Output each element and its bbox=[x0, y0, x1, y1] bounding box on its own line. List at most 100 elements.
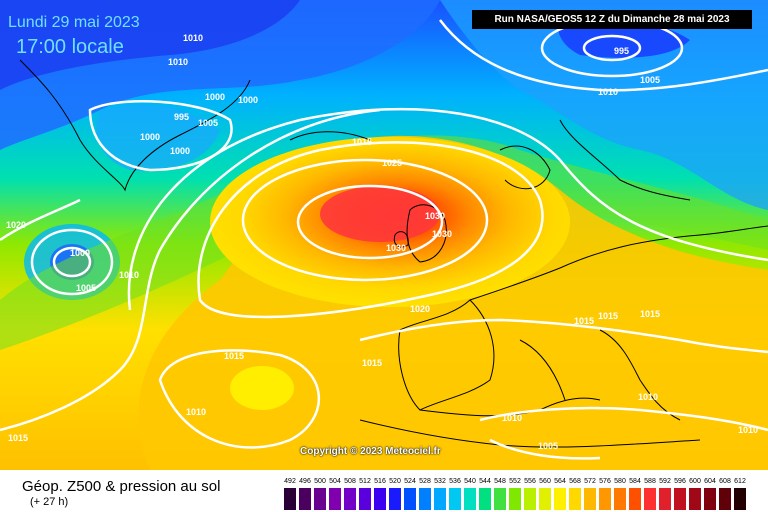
model-run-label: Run NASA/GEOS5 12 Z du Dimanche 28 mai 2… bbox=[472, 10, 752, 29]
scale-label: 532 bbox=[434, 478, 446, 485]
isobar-label: 1020 bbox=[410, 304, 430, 314]
scale-swatch bbox=[569, 488, 581, 510]
isobar-label: 1015 bbox=[640, 309, 660, 319]
scale-swatch bbox=[449, 488, 461, 510]
scale-label: 600 bbox=[689, 478, 701, 485]
scale-label: 548 bbox=[494, 478, 506, 485]
scale-swatch bbox=[299, 488, 311, 510]
cold-core-north bbox=[0, 0, 300, 90]
isobar-label: 1010 bbox=[638, 392, 658, 402]
scale-swatch bbox=[599, 488, 611, 510]
scale-swatch bbox=[659, 488, 671, 510]
scale-label: 500 bbox=[314, 478, 326, 485]
isobar-label: 1010 bbox=[119, 270, 139, 280]
scale-swatch bbox=[704, 488, 716, 510]
isobar-label: 1005 bbox=[76, 283, 96, 293]
isobar-label: 1030 bbox=[432, 229, 452, 239]
scale-swatch bbox=[539, 488, 551, 510]
isobar-label: 1000 bbox=[70, 248, 90, 258]
scale-label: 568 bbox=[569, 478, 581, 485]
scale-label: 572 bbox=[584, 478, 596, 485]
isobar-label: 1025 bbox=[382, 158, 402, 168]
scale-label: 592 bbox=[659, 478, 671, 485]
isobar-label: 1030 bbox=[386, 243, 406, 253]
isobar-label: 1015 bbox=[598, 311, 618, 321]
isobar-label: 1015 bbox=[224, 351, 244, 361]
isobar-label: 1005 bbox=[198, 118, 218, 128]
isobar-label: 1010 bbox=[738, 425, 758, 435]
isobar-label: 1015 bbox=[362, 358, 382, 368]
scale-swatch bbox=[689, 488, 701, 510]
scale-swatch bbox=[389, 488, 401, 510]
isobar-label: 1015 bbox=[8, 433, 28, 443]
legend-title: Géop. Z500 & pression au sol bbox=[22, 478, 221, 495]
scale-swatch bbox=[584, 488, 596, 510]
scale-swatch bbox=[719, 488, 731, 510]
scale-label: 516 bbox=[374, 478, 386, 485]
isobar-label: 1010 bbox=[183, 33, 203, 43]
cold-region-scandinavia bbox=[440, 0, 768, 210]
scale-label: 612 bbox=[734, 478, 746, 485]
scale-swatch bbox=[464, 488, 476, 510]
scale-swatch bbox=[404, 488, 416, 510]
isobar-label: 1030 bbox=[425, 211, 445, 221]
isobar-label: 1000 bbox=[238, 95, 258, 105]
scale-label: 496 bbox=[299, 478, 311, 485]
scale-swatch bbox=[734, 488, 746, 510]
scale-swatch bbox=[494, 488, 506, 510]
scale-swatch bbox=[644, 488, 656, 510]
scale-label: 560 bbox=[539, 478, 551, 485]
scale-label: 588 bbox=[644, 478, 656, 485]
isobar-lines bbox=[0, 18, 768, 460]
legend-panel: Géop. Z500 & pression au sol (+ 27 h) 49… bbox=[0, 470, 768, 512]
scale-label: 492 bbox=[284, 478, 296, 485]
scale-label: 576 bbox=[599, 478, 611, 485]
scale-label: 564 bbox=[554, 478, 566, 485]
isobar-label: 1005 bbox=[640, 75, 660, 85]
scale-swatch bbox=[434, 488, 446, 510]
scale-label: 536 bbox=[449, 478, 461, 485]
forecast-time: 17:00 locale bbox=[16, 36, 124, 58]
scale-label: 608 bbox=[719, 478, 731, 485]
high-core-atlantic bbox=[230, 366, 294, 410]
isobar-label: 1010 bbox=[502, 413, 522, 423]
low-core-greenland bbox=[96, 105, 220, 171]
scale-swatch bbox=[524, 488, 536, 510]
isobar-label: 1000 bbox=[205, 92, 225, 102]
scale-label: 556 bbox=[524, 478, 536, 485]
scale-label: 584 bbox=[629, 478, 641, 485]
scale-swatch bbox=[509, 488, 521, 510]
scale-swatch bbox=[629, 488, 641, 510]
scale-label: 544 bbox=[479, 478, 491, 485]
scale-label: 596 bbox=[674, 478, 686, 485]
scale-swatch bbox=[479, 488, 491, 510]
isobar-label: 1015 bbox=[352, 137, 372, 147]
scale-swatch bbox=[344, 488, 356, 510]
isobar-label: 995 bbox=[174, 112, 189, 122]
scale-label: 604 bbox=[704, 478, 716, 485]
scale-swatch bbox=[614, 488, 626, 510]
copyright-notice: Copyright © 2023 Meteociel.fr bbox=[300, 446, 441, 457]
scale-swatch bbox=[329, 488, 341, 510]
scale-label: 520 bbox=[389, 478, 401, 485]
scale-label: 552 bbox=[509, 478, 521, 485]
isobar-label: 1010 bbox=[186, 407, 206, 417]
scale-swatch bbox=[419, 488, 431, 510]
legend-subtitle: (+ 27 h) bbox=[30, 496, 69, 508]
map-area: 1010 1010 1000 1000 995 1005 1000 1000 9… bbox=[0, 0, 768, 470]
scale-swatch bbox=[374, 488, 386, 510]
isobar-label: 1015 bbox=[574, 316, 594, 326]
scale-label: 504 bbox=[329, 478, 341, 485]
scale-swatch bbox=[284, 488, 296, 510]
scale-label: 580 bbox=[614, 478, 626, 485]
isobar-label: 1010 bbox=[598, 87, 618, 97]
scale-label: 508 bbox=[344, 478, 356, 485]
isobar-label: 1000 bbox=[140, 132, 160, 142]
scale-label: 524 bbox=[404, 478, 416, 485]
scale-label: 540 bbox=[464, 478, 476, 485]
isobar-label: 995 bbox=[614, 46, 629, 56]
scale-swatch bbox=[554, 488, 566, 510]
forecast-date: Lundi 29 mai 2023 bbox=[8, 14, 140, 31]
forecast-map: 1010 1010 1000 1000 995 1005 1000 1000 9… bbox=[0, 0, 768, 470]
